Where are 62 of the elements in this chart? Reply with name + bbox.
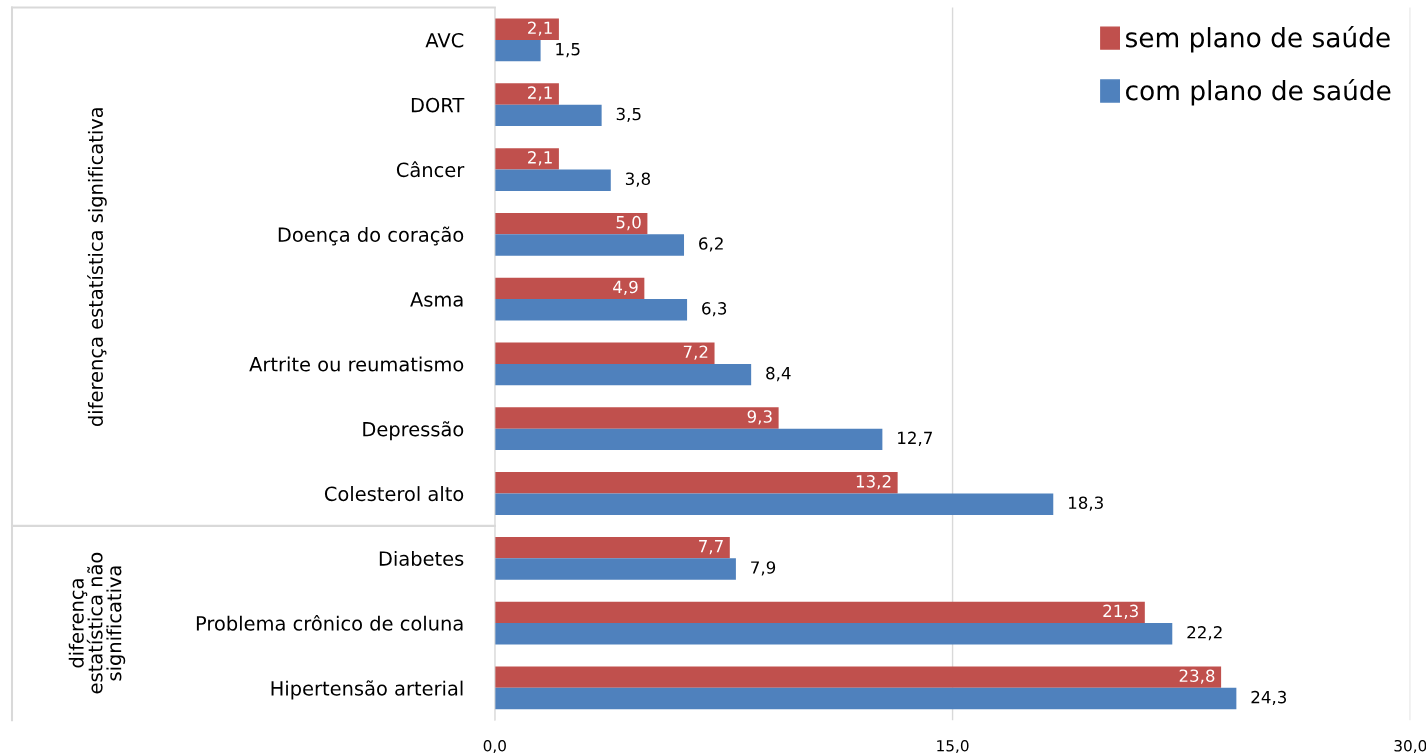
bar [494,212,648,235]
data-label: 2,1 [528,21,552,36]
y-tick-label: Depressão [363,421,464,441]
y-tick-label: Diabetes [379,550,464,566]
data-label: 4,9 [613,280,638,295]
y-tick-label: Hipertensão arterial [271,680,463,700]
y-tick-label: Doença do coração [278,226,464,246]
x-tick-label: 15,0 [937,739,969,754]
data-label: 2,1 [528,86,552,101]
y-tick-label: Câncer [396,161,465,178]
y-tick-label: DORT [411,97,465,113]
legend-label: com plano de saúde [1126,79,1391,106]
data-label: 7,2 [683,345,708,360]
bar [494,83,559,105]
bar [494,342,715,364]
bar [494,493,1054,515]
bar [494,623,1173,645]
bar [494,234,685,256]
bar [494,536,730,559]
bar [494,428,883,451]
data-label: 9,3 [747,410,772,425]
bar [494,363,752,386]
y-tick-label: Colesterol alto [324,486,464,502]
bar [494,104,602,127]
data-label: 13,2 [856,475,891,490]
data-label: 3,8 [625,172,651,187]
bar [494,601,1145,624]
bar [494,472,898,494]
data-label: 22,2 [1187,626,1222,641]
x-tick-label: 30,0 [1394,739,1426,754]
data-label: 24,3 [1251,690,1287,706]
y-tick-label: Asma [410,292,463,307]
data-label: 7,9 [751,561,776,576]
y-tick-label: Artrite ou reumatismo [249,356,464,372]
data-label: 2,1 [528,151,552,166]
bar [494,299,688,321]
bar [494,407,779,429]
data-label: 23,8 [1179,669,1215,684]
y-tick-label: Problema crônico de coluna [196,614,463,631]
text: diferença estatística não significativa [68,552,126,694]
bar [494,169,611,191]
data-label: 1,5 [556,43,580,58]
bar [494,39,541,62]
bar [494,687,1237,710]
bar [494,148,559,170]
data-label: 21,3 [1103,604,1138,619]
data-label: 3,5 [616,107,641,122]
data-label: 8,4 [766,366,791,382]
data-label: 18,3 [1068,496,1103,511]
bar [494,277,645,300]
bar [494,666,1222,688]
data-label: 6,3 [702,302,727,317]
data-label: 12,7 [898,431,932,446]
text: diferença estatística significativa [87,108,107,426]
y-tick-label: AVC [425,32,464,48]
data-label: 7,7 [699,540,723,555]
data-label: 6,2 [699,237,723,252]
x-tick-label: 0,0 [483,739,506,754]
data-label: 5,0 [616,215,641,231]
legend-label: sem plano de saúde [1126,26,1390,53]
bar [494,558,736,580]
bar [494,18,559,40]
